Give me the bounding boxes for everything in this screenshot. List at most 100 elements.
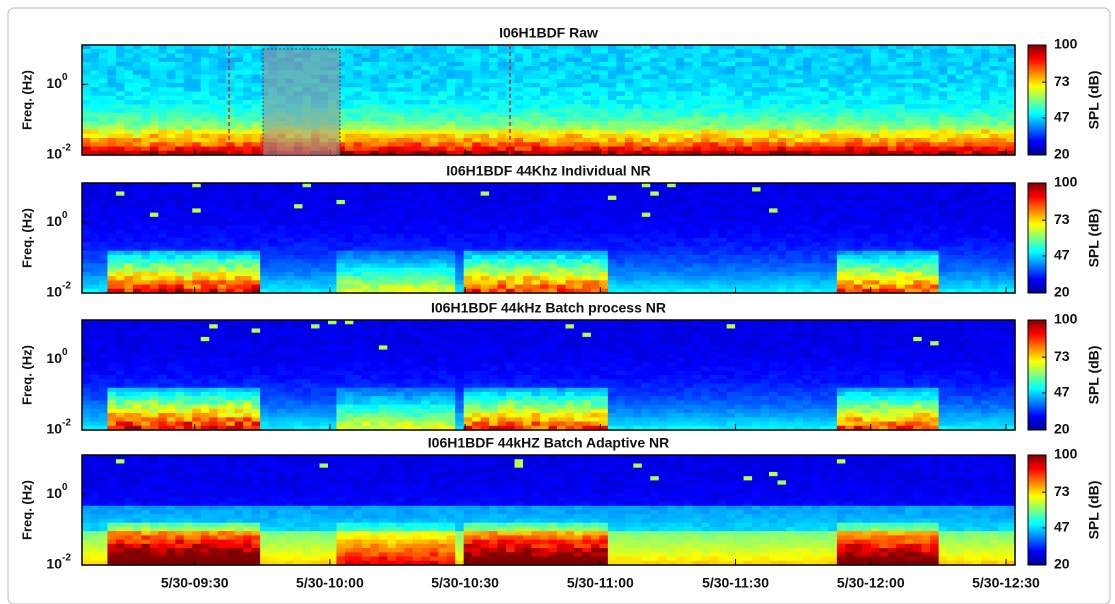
texture [820, 49, 829, 54]
texture [353, 70, 362, 75]
texture [744, 138, 753, 143]
texture [175, 246, 184, 251]
texture [854, 66, 863, 71]
texture [421, 213, 430, 218]
texture [481, 213, 490, 218]
texture [735, 272, 744, 277]
texture [243, 53, 252, 58]
texture [710, 66, 719, 71]
texture [379, 87, 388, 92]
texture [532, 204, 541, 209]
texture [625, 251, 634, 256]
texture [794, 79, 803, 84]
texture [778, 87, 787, 92]
texture [243, 255, 252, 260]
texture [218, 196, 227, 201]
texture [489, 142, 498, 147]
texture [650, 204, 659, 209]
texture [175, 238, 184, 243]
texture [226, 121, 235, 126]
texture [557, 196, 566, 201]
texture [659, 238, 668, 243]
texture [845, 121, 854, 126]
texture [286, 285, 295, 290]
texture [260, 213, 269, 218]
texture [990, 58, 999, 63]
texture [396, 191, 405, 196]
texture [362, 213, 371, 218]
texture [616, 213, 625, 218]
texture [124, 238, 133, 243]
texture [727, 147, 736, 152]
texture [158, 238, 167, 243]
texture [676, 238, 685, 243]
texture [845, 79, 854, 84]
texture [235, 213, 244, 218]
texture [549, 217, 558, 222]
texture [693, 125, 702, 130]
texture [150, 246, 159, 251]
texture [625, 259, 634, 264]
texture [718, 53, 727, 58]
texture [582, 280, 591, 285]
texture [158, 285, 167, 290]
texture [226, 196, 235, 201]
texture [591, 246, 600, 251]
texture [387, 213, 396, 218]
texture [438, 113, 447, 118]
texture [379, 285, 388, 290]
texture [650, 285, 659, 290]
texture [888, 134, 897, 139]
texture [226, 238, 235, 243]
texture [226, 204, 235, 209]
texture [370, 272, 379, 277]
texture [150, 142, 159, 147]
texture [328, 230, 337, 235]
texture [396, 268, 405, 273]
texture [744, 238, 753, 243]
texture [727, 259, 736, 264]
texture [718, 58, 727, 63]
texture [523, 62, 532, 67]
texture [710, 285, 719, 290]
texture [464, 280, 473, 285]
texture [260, 225, 269, 230]
texture [752, 251, 761, 256]
texture [175, 62, 184, 67]
texture [311, 230, 320, 235]
texture [608, 225, 617, 230]
texture [803, 70, 812, 75]
texture [633, 251, 642, 256]
texture [319, 246, 328, 251]
texture [557, 200, 566, 205]
texture [769, 53, 778, 58]
texture [701, 225, 710, 230]
texture [489, 263, 498, 268]
texture [489, 100, 498, 105]
texture [744, 75, 753, 80]
texture [141, 225, 150, 230]
texture [964, 75, 973, 80]
texture [201, 272, 210, 277]
texture [854, 117, 863, 122]
texture [319, 259, 328, 264]
texture [184, 87, 193, 92]
texture [947, 113, 956, 118]
texture [455, 196, 464, 201]
texture [871, 142, 880, 147]
texture [218, 121, 227, 126]
texture [1007, 58, 1016, 63]
texture [667, 221, 676, 226]
texture [735, 217, 744, 222]
texture [879, 49, 888, 54]
texture [532, 187, 541, 192]
texture [362, 234, 371, 239]
texture [455, 83, 464, 88]
texture [922, 130, 931, 135]
texture [540, 66, 549, 71]
texture [413, 191, 422, 196]
texture [616, 138, 625, 143]
texture [684, 285, 693, 290]
texture [438, 108, 447, 113]
